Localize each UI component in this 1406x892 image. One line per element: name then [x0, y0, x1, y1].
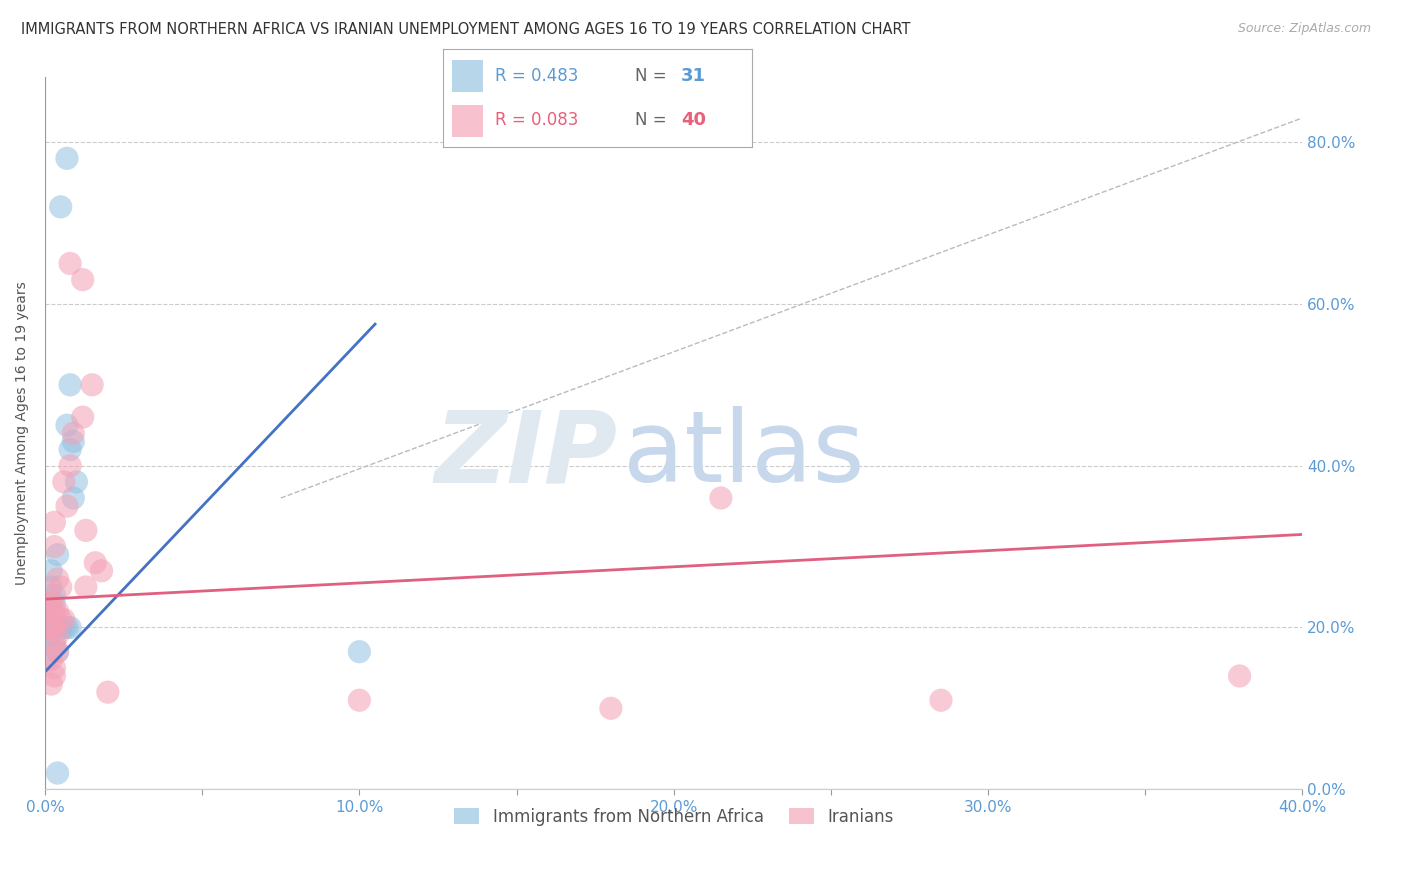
Point: [39, 628, 62, 642]
Point: [349, 693, 371, 707]
Point: [37, 604, 59, 618]
Point: [65, 475, 87, 489]
Point: [49, 200, 72, 214]
Point: [46, 572, 69, 586]
Point: [56, 151, 79, 165]
Point: [37, 628, 59, 642]
Point: [39, 604, 62, 618]
Point: [49, 612, 72, 626]
Point: [37, 612, 59, 626]
Point: [97, 685, 120, 699]
Point: [84, 556, 107, 570]
Point: [44, 596, 66, 610]
Point: [37, 588, 59, 602]
Point: [52, 612, 75, 626]
Point: [46, 645, 69, 659]
Point: [62, 491, 84, 505]
Point: [46, 766, 69, 780]
Point: [46, 645, 69, 659]
Point: [75, 580, 97, 594]
Point: [59, 377, 82, 392]
Point: [44, 669, 66, 683]
Point: [44, 620, 66, 634]
Text: 31: 31: [681, 67, 706, 85]
Point: [39, 580, 62, 594]
Point: [72, 410, 94, 425]
Point: [56, 620, 79, 634]
Text: 40: 40: [681, 112, 706, 129]
Point: [44, 637, 66, 651]
Point: [56, 418, 79, 433]
Point: [39, 596, 62, 610]
Point: [44, 661, 66, 675]
Text: R = 0.483: R = 0.483: [495, 67, 579, 85]
Point: [39, 612, 62, 626]
Point: [82, 377, 104, 392]
Point: [52, 620, 75, 634]
Text: Source: ZipAtlas.com: Source: ZipAtlas.com: [1237, 22, 1371, 36]
Point: [49, 580, 72, 594]
Point: [37, 653, 59, 667]
Point: [49, 620, 72, 634]
Text: ZIP: ZIP: [434, 406, 617, 503]
Text: N =: N =: [634, 112, 666, 129]
Point: [52, 475, 75, 489]
Bar: [453, 60, 484, 92]
Legend: Immigrants from Northern Africa, Iranians: Immigrants from Northern Africa, Iranian…: [446, 799, 901, 834]
Point: [62, 426, 84, 441]
Text: R = 0.083: R = 0.083: [495, 112, 579, 129]
Text: N =: N =: [634, 67, 666, 85]
Point: [39, 620, 62, 634]
Point: [59, 442, 82, 457]
Point: [90, 564, 112, 578]
Point: [710, 491, 733, 505]
Point: [349, 645, 371, 659]
Point: [37, 620, 59, 634]
Point: [44, 637, 66, 651]
Point: [46, 604, 69, 618]
Point: [39, 564, 62, 578]
Text: IMMIGRANTS FROM NORTHERN AFRICA VS IRANIAN UNEMPLOYMENT AMONG AGES 16 TO 19 YEAR: IMMIGRANTS FROM NORTHERN AFRICA VS IRANI…: [21, 22, 911, 37]
Point: [46, 548, 69, 562]
Point: [59, 256, 82, 270]
Y-axis label: Unemployment Among Ages 16 to 19 years: Unemployment Among Ages 16 to 19 years: [15, 282, 30, 585]
Point: [599, 701, 621, 715]
Point: [44, 516, 66, 530]
Point: [39, 677, 62, 691]
Point: [44, 588, 66, 602]
Point: [62, 434, 84, 449]
Point: [44, 540, 66, 554]
Point: [46, 628, 69, 642]
Point: [1229, 669, 1251, 683]
Point: [929, 693, 952, 707]
Point: [56, 499, 79, 513]
Point: [37, 596, 59, 610]
Point: [39, 604, 62, 618]
Bar: [453, 105, 484, 137]
Point: [44, 604, 66, 618]
Point: [59, 458, 82, 473]
Point: [44, 620, 66, 634]
Point: [39, 653, 62, 667]
Point: [75, 524, 97, 538]
Point: [44, 612, 66, 626]
Point: [59, 620, 82, 634]
Point: [46, 620, 69, 634]
Point: [72, 273, 94, 287]
Text: atlas: atlas: [623, 406, 865, 503]
